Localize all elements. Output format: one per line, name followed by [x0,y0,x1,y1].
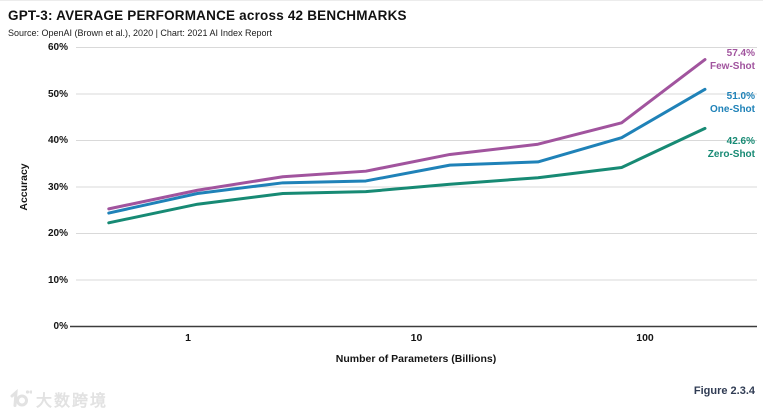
x-tick-label: 1 [185,332,191,344]
y-tick-label: 10% [47,274,68,286]
x-tick-label: 10 [410,332,423,344]
series-line-few-shot [107,58,707,211]
series-end-label-few-shot: 57.4% Few-Shot [710,47,755,73]
series-line-one-shot [107,87,707,215]
series-name: Few-Shot [710,61,755,72]
y-tick-label: 50% [47,88,68,100]
figure-label: Figure 2.3.4 [693,385,755,397]
series-end-label-zero-shot: 42.6% Zero-Shot [708,135,755,161]
series-name: One-Shot [710,104,755,115]
watermark-logo-icon [10,389,32,407]
watermark-text: 大数跨境 [36,393,109,410]
source-line: Source: OpenAI (Brown et al.), 2020 | Ch… [8,28,272,38]
series-line-zero-shot [107,126,707,225]
watermark: 大数跨境 [8,387,108,411]
y-tick-label: 0% [53,321,68,332]
x-axis-title: Number of Parameters (Billions) [335,353,497,365]
series-name: Zero-Shot [707,149,755,160]
series-end-value: 57.4% [726,48,755,59]
series-end-value: 42.6% [726,136,755,147]
y-tick-label: 20% [47,228,68,239]
x-tick-label: 100 [636,332,654,344]
y-tick-label: 30% [47,181,68,193]
page-title: GPT-3: AVERAGE PERFORMANCE across 42 BEN… [8,8,407,23]
series-end-label-one-shot: 51.0% One-Shot [710,90,755,116]
y-tick-label: 60% [47,42,68,53]
y-tick-label: 40% [47,135,68,146]
series-end-value: 51.0% [726,91,755,102]
